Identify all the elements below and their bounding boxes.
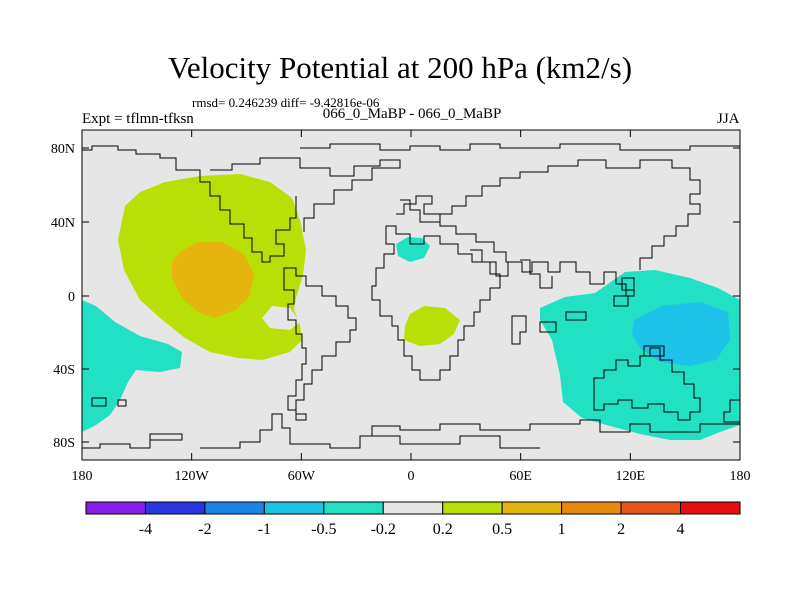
coastline-africa [371,225,501,381]
coastline-antarctica [82,413,740,449]
season-label: JJA [717,111,740,127]
coastline-arctic [300,143,740,151]
colorbar-label: -2 [198,521,211,538]
coastline-americas [82,145,297,263]
longitude-axis: 180 120W 60W 0 60E 120E 180 [72,130,751,484]
colorbar-swatch [561,501,622,515]
lat-tick-label: 80N [51,142,75,157]
lon-tick-label: 60E [509,469,532,484]
lon-tick-label: 180 [730,469,751,484]
coastline-antarctica-inner [372,435,540,449]
coastline-west-islands [91,397,127,407]
colorbar-label: 0.5 [492,521,512,538]
colorbar-swatch [501,501,563,515]
colorbar-label: 2 [617,521,625,538]
colorbar-label: 0.2 [433,521,453,538]
contour-neg-region-west [82,300,182,432]
colorbar-swatch [382,501,444,515]
contour-fills [82,174,740,440]
contour-neg-region-mediterranean [396,237,430,262]
colorbar-label: -4 [139,521,152,538]
lon-tick-label: 60W [288,469,316,484]
colorbar-label: 4 [677,521,685,538]
colorbar-swatch [620,501,682,515]
latitude-axis: 80N 40N 0 40S 80S [51,142,740,451]
colorbar-label: -1 [258,521,271,538]
lat-tick-label: 40S [53,363,75,378]
coastline-south-america [283,267,357,421]
colorbar-label: -0.5 [311,521,336,538]
colorbar-swatch [144,501,206,515]
experiment-label: Expt = tflmn-tfksn [82,111,194,127]
coastline-new-guinea [643,345,665,357]
coastline-north-america-east [210,157,401,232]
colorbar-swatch [263,501,325,515]
plot-title: Velocity Potential at 200 hPa (km2/s) [167,50,633,85]
colorbar-swatch [204,501,265,515]
colorbar: -4 -2 -1 -0.5 -0.2 0.2 0.5 1 2 4 [85,501,741,538]
colorbar-swatch [442,501,503,515]
lon-tick-label: 120W [175,469,210,484]
coastline-indonesia [539,277,635,333]
coastline-europe [396,195,635,297]
lat-tick-label: 80S [53,436,75,451]
colorbar-swatch [85,501,146,515]
lon-tick-label: 0 [408,469,415,484]
colorbar-label: -0.2 [371,521,396,538]
lat-tick-label: 0 [68,290,75,305]
contour-neg-core-east [632,302,730,366]
coastline-australia [593,347,701,421]
colorbar-swatch [680,501,741,515]
colorbar-swatch [323,501,384,515]
coastline-new-zealand [723,399,740,423]
coastline-asia-north [400,159,701,270]
run-comparison-label: 066_0_MaBP - 066_0_MaBP [322,106,502,122]
contour-pos-region-africa [404,306,460,346]
lat-tick-label: 40N [51,216,75,231]
coastline-madagascar [511,315,527,345]
contour-pos-core-pacific [172,242,254,318]
colorbar-label: 1 [558,521,566,538]
lon-tick-label: 180 [72,469,93,484]
lon-tick-label: 120E [616,469,646,484]
contour-notch [262,306,300,330]
coastlines [82,143,740,449]
coastline-arabia [470,249,509,277]
coastline-southeast-asia [520,259,553,289]
rmsd-diff-stats: rmsd= 0.246239 diff= -9.42816e-06 [192,95,380,110]
